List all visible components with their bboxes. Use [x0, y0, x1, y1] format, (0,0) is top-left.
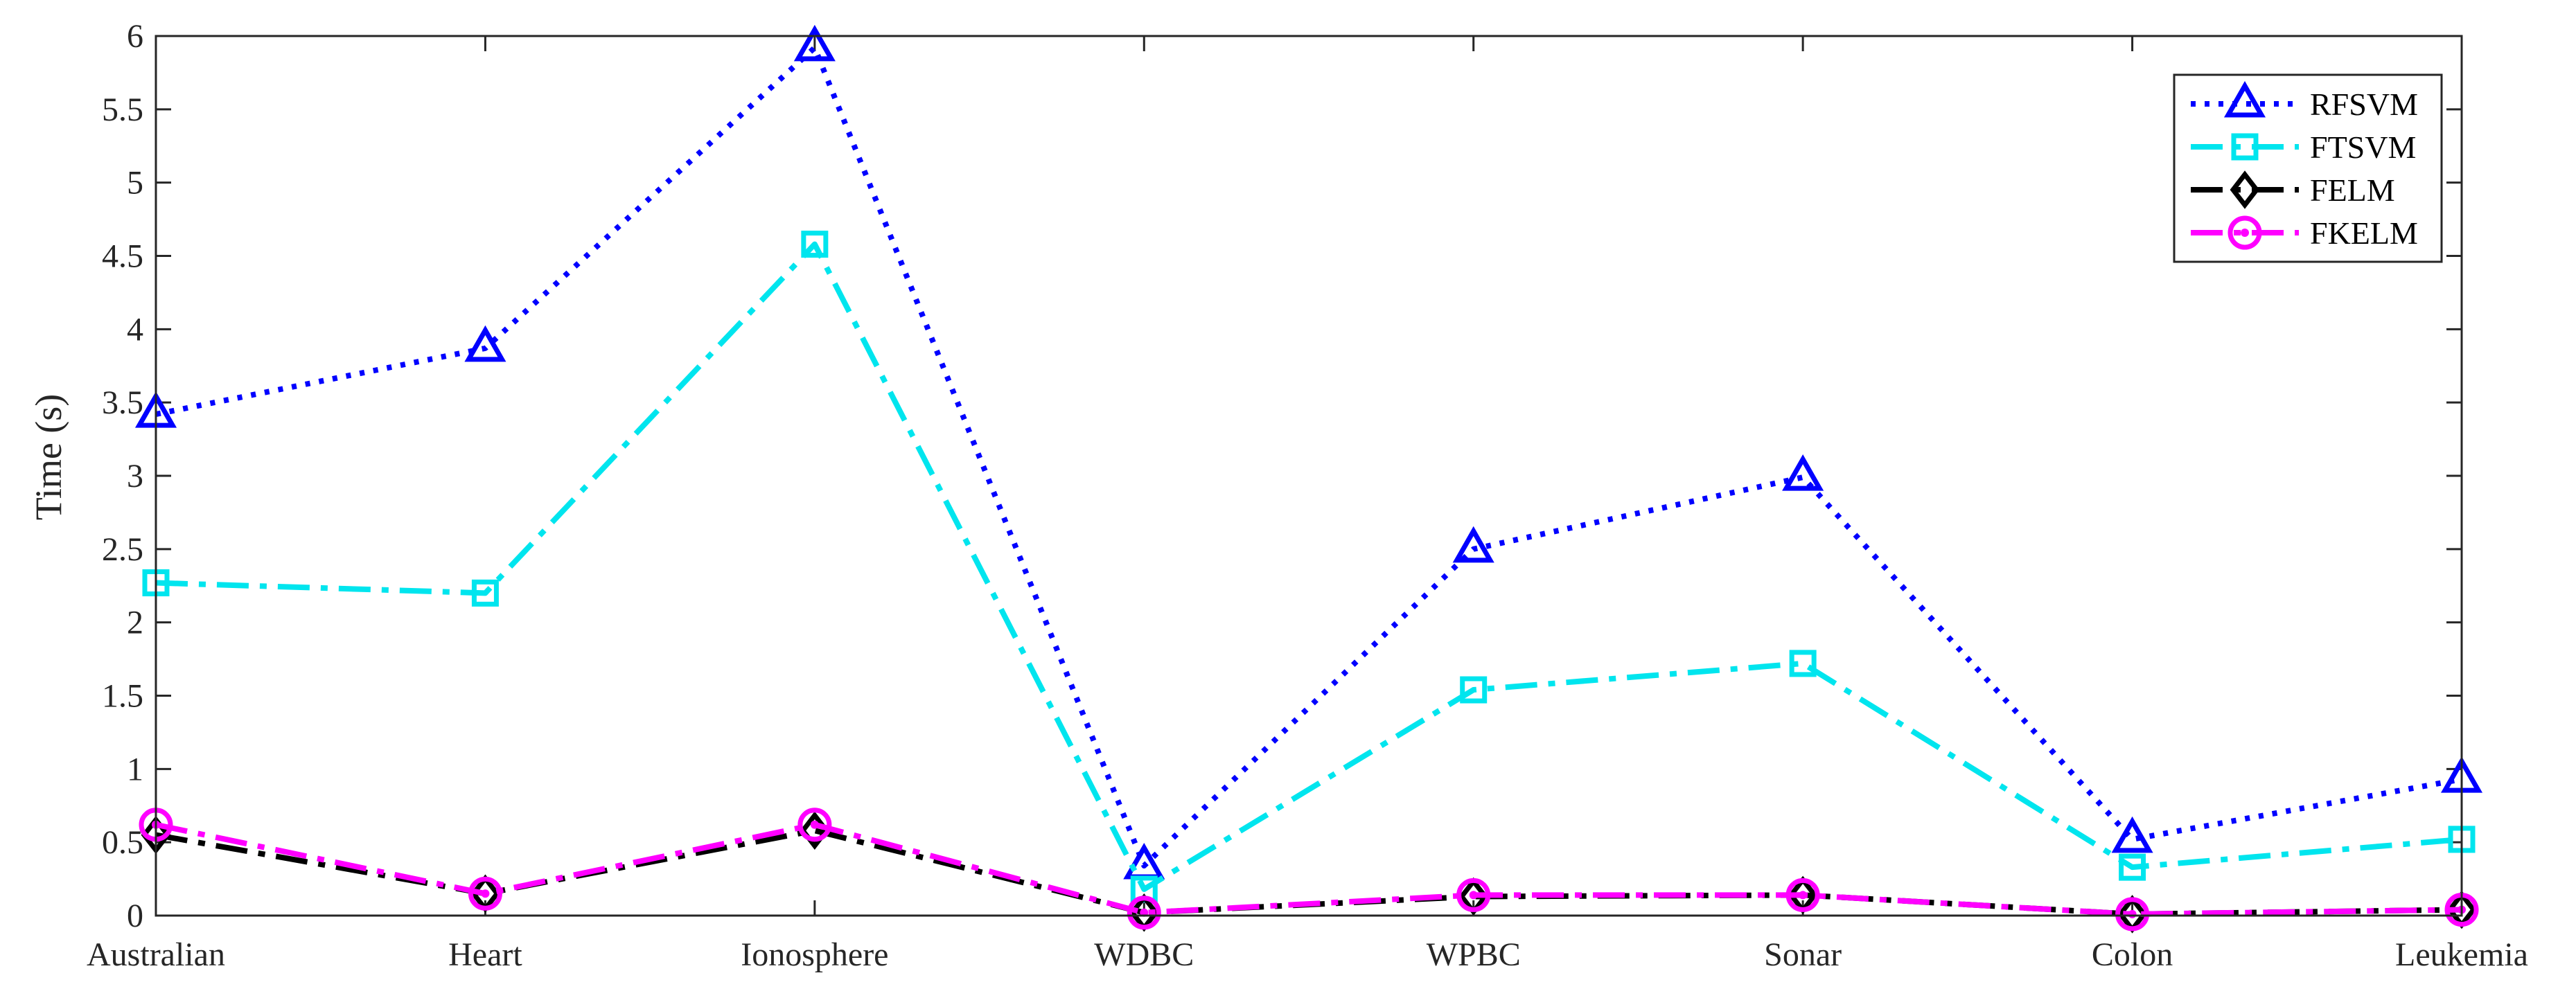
x-tick-label-heart: Heart [448, 936, 522, 973]
y-tick-label: 0 [127, 898, 143, 934]
point-fkelm-wpbc [1456, 877, 1491, 912]
x-tick-label-leukemia: Leukemia [2395, 936, 2528, 973]
point-ftsvm-wpbc [1460, 676, 1488, 704]
y-tick-label: 2.5 [102, 531, 143, 568]
x-tick-label-sonar: Sonar [1764, 936, 1842, 973]
legend-marker-felm [2230, 170, 2260, 209]
point-fkelm-colon [2115, 897, 2150, 932]
legend-label-ftsvm: FTSVM [2310, 130, 2416, 165]
legend-item-rfsvm: RFSVM [2191, 80, 2418, 122]
y-axis-title: Time (s) [28, 394, 69, 521]
point-fkelm-wdbc [1127, 895, 1161, 930]
legend-marker-rfsvm [2223, 80, 2266, 118]
x-axis: Australian Heart Ionosphere WDBC WPBC Sonar Co… [87, 36, 2528, 973]
point-rfsvm-heart [464, 325, 506, 362]
point-fkelm-ionosphere [797, 808, 832, 842]
series-line-fkelm [155, 821, 2462, 917]
y-tick-label: 5.5 [102, 91, 143, 128]
point-ftsvm-sonar [1789, 650, 1817, 677]
y-tick-label: 0.5 [102, 824, 143, 861]
point-fkelm-ionosphere-center [810, 820, 819, 829]
point-rfsvm-sonar [1782, 454, 1824, 491]
legend-item-ftsvm: FTSVM [2191, 130, 2416, 165]
y-tick-label: 1 [127, 751, 143, 787]
point-rfsvm-colon [2111, 816, 2153, 853]
series-line-ftsvm [155, 241, 2462, 892]
point-rfsvm-ionosphere [793, 24, 836, 62]
point-fkelm-wpbc-center [1469, 891, 1478, 900]
x-tick-label-wdbc: WDBC [1094, 936, 1194, 973]
legend-label-felm: FELM [2310, 172, 2395, 208]
legend-item-fkelm: FKELM [2191, 215, 2418, 251]
point-fkelm-heart-center [481, 889, 490, 898]
y-tick-label: 3.5 [102, 384, 143, 421]
y-tick-label: 3 [127, 458, 143, 494]
x-tick-label-australian: Australian [87, 936, 225, 973]
y-tick-label: 2 [127, 605, 143, 641]
series-ftsvm [142, 231, 2476, 903]
y-tick-label: 4 [127, 311, 143, 348]
x-tick-label-wpbc: WPBC [1427, 936, 1521, 973]
y-tick-label: 4.5 [102, 238, 143, 275]
legend-item-felm: FELM [2191, 170, 2395, 209]
plot-frame [155, 35, 2463, 917]
legend-marker-fkelm-center [2241, 229, 2249, 237]
y-axis: 0 0.5 1 1.5 2 2.5 3 3.5 4 4.5 5 5.5 6 [102, 18, 2462, 934]
point-ftsvm-colon [2119, 853, 2146, 881]
legend-marker-fkelm [2227, 215, 2262, 250]
y-tick-label: 6 [127, 18, 143, 55]
point-fkelm-sonar [1785, 877, 1820, 912]
legend: RFSVM FTSVM FELM FKELM [2173, 73, 2443, 263]
point-fkelm-sonar-center [1799, 891, 1808, 900]
y-tick-label: 1.5 [102, 678, 143, 715]
y-tick-label: 5 [127, 165, 143, 202]
point-ftsvm-ionosphere [801, 231, 829, 258]
point-fkelm-heart [468, 876, 502, 911]
legend-label-fkelm: FKELM [2310, 215, 2418, 251]
legend-label-rfsvm: RFSVM [2310, 87, 2418, 122]
legend-marker-ftsvm [2231, 133, 2259, 161]
x-tick-label-colon: Colon [2092, 936, 2173, 973]
x-tick-label-ionosphere: Ionosphere [741, 936, 888, 973]
point-fkelm-colon-center [2128, 909, 2137, 918]
point-rfsvm-wpbc [1452, 526, 1494, 563]
point-ftsvm-heart [471, 579, 499, 607]
